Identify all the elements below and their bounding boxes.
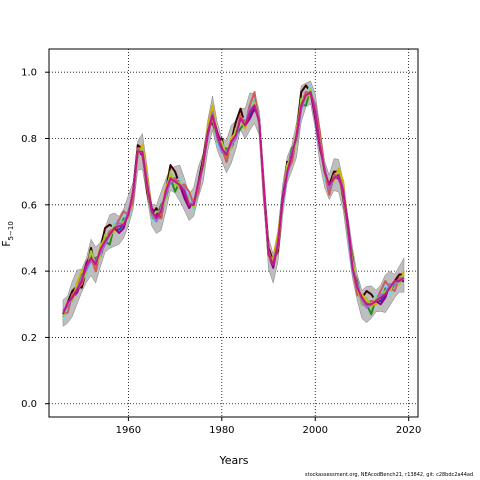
series-lines xyxy=(62,84,405,322)
x-tick-label-3: 2020 xyxy=(396,425,421,436)
x-axis-title: Years xyxy=(218,454,248,467)
y-axis: 0.0 0.2 0.4 0.6 0.8 1.0 xyxy=(21,68,49,410)
y-tick-label-3: 0.6 xyxy=(21,200,37,211)
y-tick-label-0: 0.0 xyxy=(21,399,37,410)
plot-frame xyxy=(48,48,419,418)
y-tick-label-4: 0.8 xyxy=(21,134,37,145)
y-tick-label-5: 1.0 xyxy=(21,68,37,79)
grid-lines xyxy=(49,49,418,417)
y-tick-label-1: 0.2 xyxy=(21,333,37,344)
x-tick-label-0: 1960 xyxy=(116,425,141,436)
y-axis-title-sub: 5−10 xyxy=(7,221,15,240)
y-axis-title-main: F xyxy=(0,240,13,246)
y-tick-label-2: 0.4 xyxy=(21,267,37,278)
x-tick-label-1: 1980 xyxy=(209,425,234,436)
x-tick-label-2: 2000 xyxy=(303,425,328,436)
footer-attribution: stockassessment.org, NEAcodBench21, r138… xyxy=(305,472,474,478)
y-axis-title: F5−10 xyxy=(0,221,15,247)
x-axis: 1960 1980 2000 2020 xyxy=(116,417,421,436)
series-line-9 xyxy=(62,91,405,315)
